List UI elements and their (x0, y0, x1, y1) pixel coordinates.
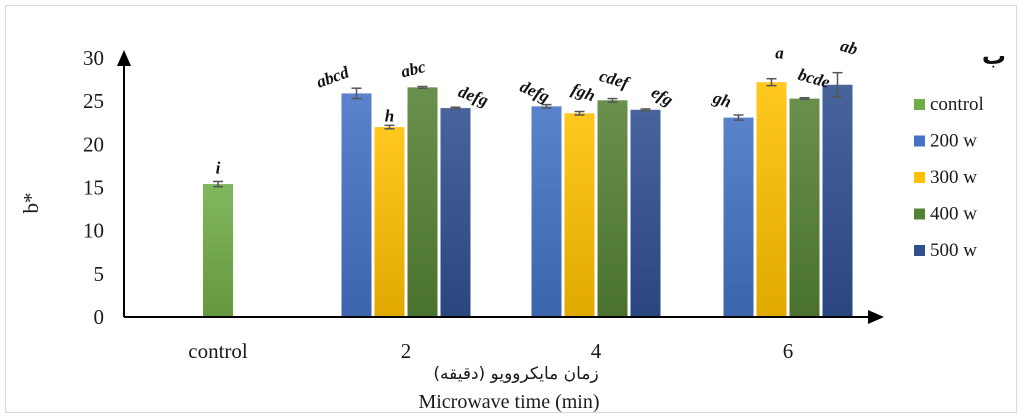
legend-label: 200 w (930, 131, 977, 152)
legend-label: 500 w (930, 240, 977, 261)
y-tick-label: 15 (83, 176, 104, 200)
bar-control-control (203, 184, 233, 317)
y-tick-label: 10 (83, 219, 104, 243)
significance-letter: defg (517, 77, 553, 107)
x-category-label: 2 (401, 339, 412, 363)
bar-200w-2 (341, 93, 372, 317)
y-axis-arrow (117, 50, 131, 66)
significance-letter: cdef (597, 66, 633, 93)
legend-swatch (914, 172, 925, 183)
bar-500w-6 (822, 84, 853, 317)
y-tick-label: 5 (94, 262, 105, 286)
significance-letter: fgh (569, 79, 598, 105)
bar-200w-6 (723, 117, 754, 317)
significance-letter: abc (399, 57, 428, 81)
y-tick-label: 0 (94, 305, 105, 329)
chart-frame: 0 5 10 15 20 25 30 i abcd h abc defg defg fgh cdef efg… (5, 5, 1017, 413)
x-axis-categories: control 2 4 6 (188, 339, 793, 363)
legend-swatch (914, 208, 925, 220)
significance-letter: a (775, 44, 784, 63)
bars (203, 71, 853, 318)
y-tick-label: 30 (83, 46, 104, 70)
panel-label: ب (982, 42, 1006, 70)
significance-letter: gh (710, 88, 734, 112)
bar-500w-2 (440, 108, 471, 317)
bar-400w-6 (789, 98, 820, 318)
x-axis-arrow (868, 310, 884, 324)
x-axis-label-persian: زمان مایکروویو (دقیقه) (433, 364, 598, 384)
significance-letter: efg (648, 83, 677, 111)
bar-300w-6 (756, 82, 787, 317)
bar-300w-2 (374, 127, 405, 317)
y-tick-label: 25 (83, 89, 104, 113)
legend-swatch (914, 135, 925, 147)
x-category-label: 4 (591, 339, 602, 363)
bar-400w-4 (597, 100, 628, 317)
significance-letter: h (385, 106, 394, 125)
y-tick-label: 20 (83, 132, 104, 156)
significance-letter: i (216, 158, 221, 177)
bar-400w-2 (407, 87, 438, 317)
bar-200w-4 (531, 106, 562, 317)
y-axis-ticks: 0 5 10 15 20 25 30 (83, 46, 104, 329)
legend-label: 300 w (930, 167, 977, 188)
x-axis-label: Microwave time (min) (418, 391, 599, 413)
axes (117, 50, 884, 324)
legend: control 200 w 300 w 400 w 500 w (914, 94, 984, 261)
significance-letter: abcd (314, 62, 352, 91)
significance-letter: ab (838, 36, 860, 59)
y-axis-label: b* (19, 193, 43, 214)
significance-letter: defg (456, 82, 491, 110)
x-category-label: control (188, 339, 248, 363)
legend-swatch (914, 99, 925, 110)
legend-label: control (930, 94, 984, 115)
legend-swatch (914, 245, 925, 256)
x-category-label: 6 (783, 339, 794, 363)
significance-letter: bcde (796, 65, 833, 92)
bar-300w-4 (564, 113, 595, 318)
legend-label: 400 w (930, 204, 977, 225)
bar-500w-4 (630, 109, 661, 317)
